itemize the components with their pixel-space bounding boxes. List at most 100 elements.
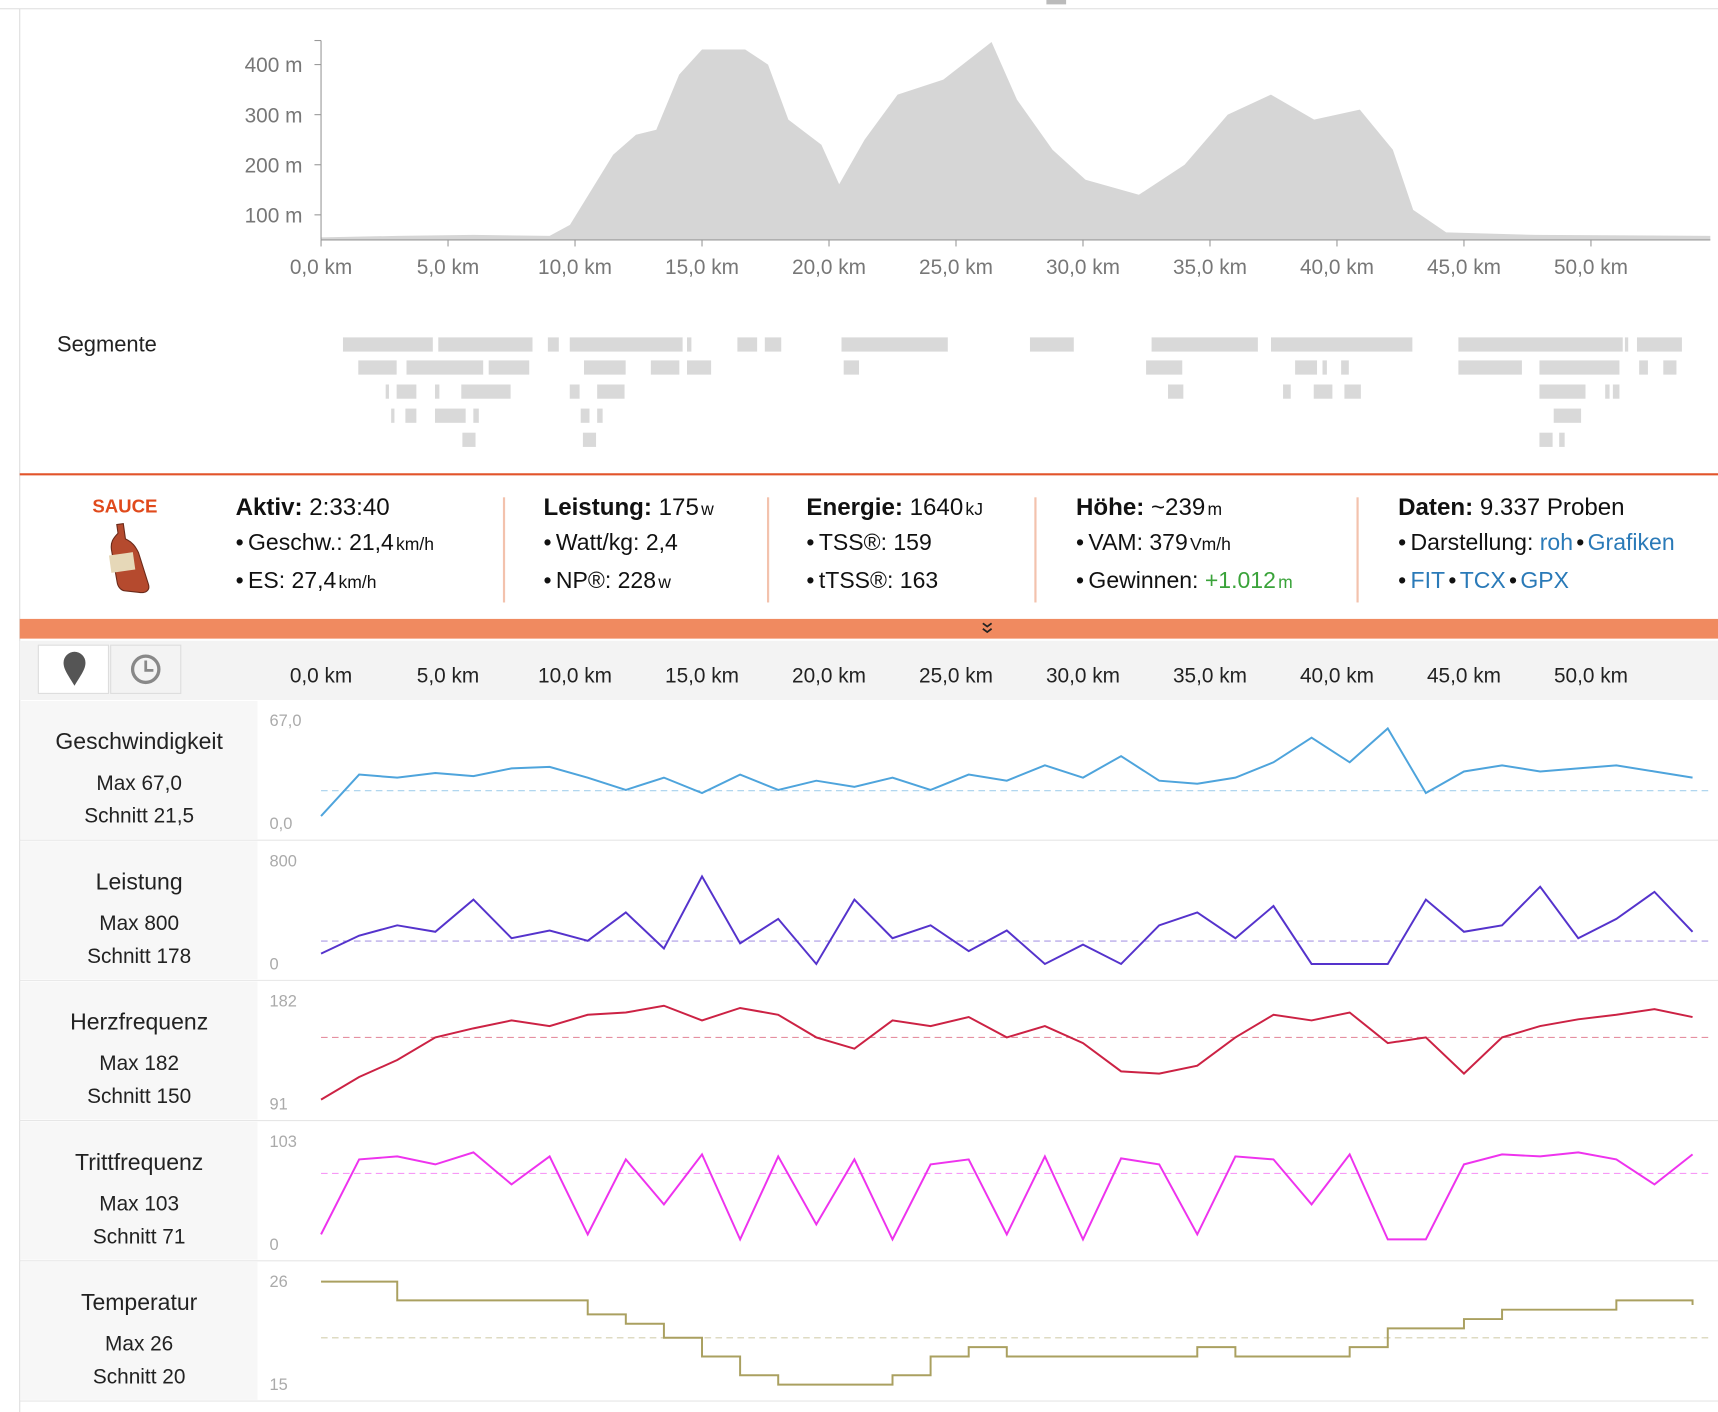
x-tick-label: 25,0 km (919, 256, 993, 279)
stream-name: Leistung (96, 868, 183, 894)
x-tick-label: 30,0 km (1046, 256, 1120, 279)
segment-bar (434, 384, 440, 399)
segment-bar (488, 360, 530, 375)
stream-name: Temperatur (81, 1289, 198, 1315)
segment-bar (391, 408, 395, 423)
y-tick-label: 0 (270, 1236, 279, 1254)
stream-max: Max 182 (99, 1052, 179, 1075)
segment-bar (462, 432, 476, 447)
segment-bar (582, 432, 597, 447)
stat-unit: w (658, 573, 671, 593)
segment-bar (1322, 360, 1327, 375)
segment-bar (385, 384, 389, 399)
segment-bar (569, 337, 683, 352)
segment-bar (1539, 360, 1620, 375)
link[interactable]: TCX (1445, 569, 1506, 594)
stream-line (320, 1151, 1694, 1242)
link[interactable]: Grafiken (1573, 530, 1675, 555)
stat-item: FITTCXGPX (1398, 569, 1675, 607)
segment-bar (438, 337, 533, 352)
stream-name: Geschwindigkeit (55, 728, 223, 754)
stream-label-panel (20, 1261, 258, 1400)
stat-column: Energie: 1640kJTSS®: 159tTSS®: 163 (806, 493, 983, 607)
segment-bar (569, 384, 580, 399)
chevron (982, 622, 993, 634)
y-tick-label: 103 (270, 1133, 297, 1151)
stream-label-panel (20, 1121, 258, 1260)
clock-icon (130, 654, 161, 685)
expand-bar[interactable] (19, 618, 1718, 639)
segment-bar (1458, 337, 1623, 352)
x-tick-label: 45,0 km (1427, 664, 1501, 687)
segments-title: Segmente (57, 332, 157, 357)
stream-line (321, 1280, 1694, 1386)
y-tick-label: 100 m (245, 205, 303, 228)
stat-unit: m (1207, 500, 1223, 520)
y-tick-label: 0 (270, 955, 279, 973)
y-tick-label: 300 m (245, 104, 303, 127)
stream-label-panel (20, 981, 258, 1120)
stat-unit: km/h (396, 535, 435, 555)
stat-value: 379 (1149, 530, 1188, 556)
x-tick-label: 40,0 km (1300, 664, 1374, 687)
stat-head: Aktiv: 2:33:40 (236, 493, 434, 530)
stream-name: Trittfrequenz (75, 1149, 203, 1175)
x-tick-label: 35,0 km (1173, 664, 1247, 687)
segment-bar (405, 408, 417, 423)
segment-bar (650, 360, 680, 375)
stat-value: 228 (617, 568, 657, 594)
y-tick-label: 91 (270, 1096, 288, 1114)
segment-bar (1168, 384, 1184, 399)
stat-label: Höhe: (1075, 492, 1145, 521)
segment-bar (1636, 337, 1682, 352)
link[interactable]: FIT (1410, 568, 1446, 594)
segment-bar (1295, 360, 1318, 375)
x-tick-label: 10,0 km (538, 664, 612, 687)
segment-bar (1029, 337, 1074, 352)
segment-bar (1458, 360, 1522, 375)
stream-label-panel (20, 701, 258, 840)
x-tick-label: 20,0 km (792, 664, 866, 687)
x-tick-label: 15,0 km (665, 664, 739, 687)
segment-bar (473, 408, 479, 423)
stream-avg: Schnitt 150 (87, 1085, 191, 1108)
link[interactable]: GPX (1506, 569, 1569, 594)
segment-bar (1151, 337, 1258, 352)
stat-label: Gewinnen: (1088, 568, 1199, 594)
x-tick-label: 30,0 km (1046, 664, 1120, 687)
x-tick-label: 50,0 km (1554, 664, 1628, 687)
stream-max: Max 103 (99, 1192, 179, 1215)
column-divider (502, 497, 506, 603)
segment-bar (358, 360, 397, 375)
stat-value: 2,4 (645, 530, 678, 556)
x-tick-label: 0,0 km (290, 256, 352, 279)
segment-bar (687, 360, 712, 375)
stat-value: 9.337 Proben (1479, 492, 1625, 521)
stat-label: TSS®: (818, 530, 887, 556)
drag-handle[interactable] (1046, 0, 1067, 5)
stat-head: Höhe: ~239 m (1076, 493, 1293, 530)
y-tick-label: 200 m (245, 154, 303, 177)
stream-avg: Schnitt 21,5 (84, 805, 194, 828)
stream-avg: Schnitt 20 (93, 1365, 186, 1388)
stream-name: Herzfrequenz (70, 1009, 208, 1035)
link[interactable]: roh (1539, 530, 1574, 556)
stat-value: ~239 (1150, 492, 1206, 521)
stat-item: ES: 27,4km/h (236, 569, 434, 607)
segment-bar (1283, 384, 1291, 399)
stat-label: Aktiv: (235, 492, 303, 521)
stat-item: Darstellung: rohGrafiken (1398, 530, 1675, 568)
stat-value: 21,4 (349, 530, 394, 556)
y-tick-label: 26 (270, 1273, 288, 1291)
segment-bar (580, 408, 590, 423)
stat-label: ES: (248, 568, 286, 594)
stat-label: NP®: (555, 568, 612, 594)
stream-max: Max 67,0 (96, 772, 182, 795)
segment-bar (1663, 360, 1677, 375)
